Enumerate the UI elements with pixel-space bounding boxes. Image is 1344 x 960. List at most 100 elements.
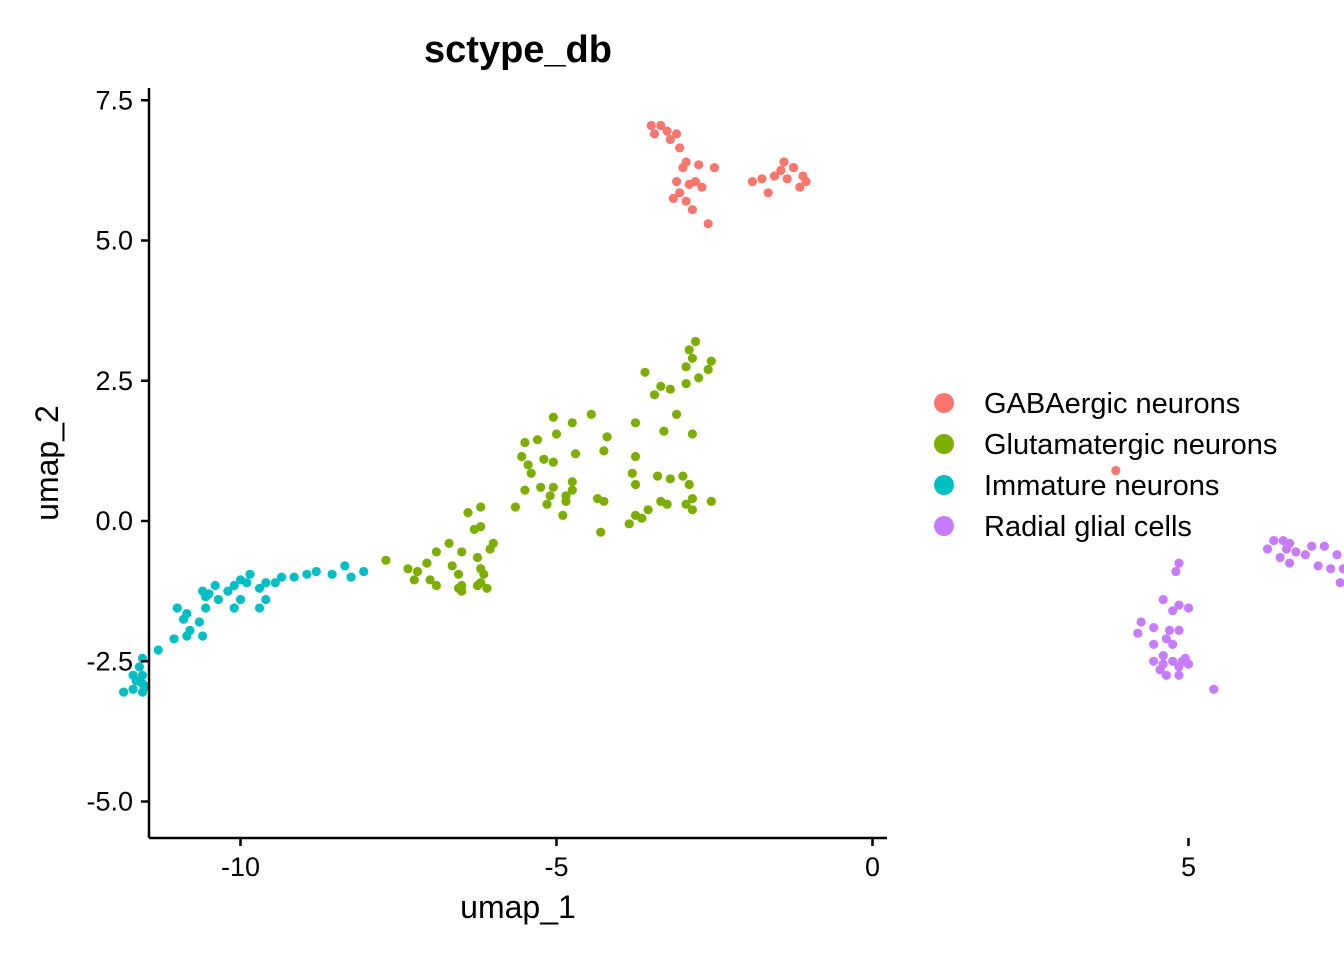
data-point (662, 126, 672, 136)
data-point (687, 494, 698, 504)
data-point (169, 634, 179, 644)
data-point (1111, 465, 1121, 476)
data-point (672, 177, 682, 187)
data-point (668, 193, 679, 203)
y-tick-label: 0.0 (95, 506, 133, 536)
data-point (1275, 552, 1285, 563)
data-point (586, 409, 596, 419)
y-tick-label: -5.0 (86, 787, 133, 817)
data-point (403, 564, 413, 574)
data-point (229, 603, 239, 613)
data-point (602, 432, 612, 442)
data-point (1338, 564, 1344, 574)
legend-key (934, 516, 954, 536)
data-point (567, 485, 577, 495)
data-point (536, 482, 546, 492)
data-point (510, 502, 520, 512)
data-point (662, 499, 672, 509)
y-axis-title: umap_2 (29, 405, 65, 521)
y-tick-label: 2.5 (95, 366, 133, 396)
data-point (453, 583, 464, 593)
data-point (1183, 659, 1194, 669)
data-point (630, 418, 641, 428)
data-point (769, 171, 780, 181)
data-point (1332, 550, 1342, 560)
data-point (346, 572, 356, 582)
data-point (551, 429, 562, 439)
data-point (517, 451, 527, 462)
data-point (1326, 564, 1336, 574)
x-tick-label: 5 (1181, 852, 1196, 882)
data-point (776, 165, 786, 175)
data-point (1149, 639, 1159, 650)
x-tick-label: 0 (865, 852, 880, 882)
data-point (1133, 628, 1143, 638)
series-immature-neurons (119, 561, 369, 697)
data-point (425, 575, 435, 585)
data-point (359, 566, 369, 577)
data-point (643, 505, 653, 515)
data-point (646, 120, 656, 131)
data-point (1300, 550, 1310, 560)
data-point (649, 129, 660, 139)
data-point (706, 356, 716, 366)
data-point (672, 129, 682, 139)
data-point (277, 572, 287, 582)
data-point (567, 477, 577, 487)
data-point (665, 134, 675, 145)
data-point (757, 174, 767, 184)
data-point (684, 179, 694, 189)
data-point (463, 507, 473, 518)
data-point (235, 594, 246, 605)
data-point (210, 580, 220, 591)
data-point (422, 558, 432, 568)
data-point (1164, 625, 1175, 636)
data-point (431, 547, 441, 557)
data-point (653, 471, 663, 481)
data-point (472, 552, 483, 563)
data-point (179, 614, 189, 624)
data-point (637, 513, 647, 523)
data-point (599, 496, 609, 506)
data-point (1158, 594, 1168, 605)
data-point (1174, 662, 1184, 672)
data-point (198, 631, 208, 641)
data-point (649, 390, 660, 400)
data-point (558, 510, 568, 520)
data-point (520, 485, 530, 495)
legend-key (934, 475, 954, 495)
data-point (747, 177, 758, 187)
data-point (409, 575, 419, 585)
data-point (1262, 544, 1273, 554)
data-point (1307, 541, 1317, 551)
data-point (539, 454, 549, 464)
data-point (520, 437, 530, 448)
data-point (763, 188, 773, 198)
data-point (431, 580, 441, 591)
data-point (672, 409, 682, 419)
data-point (201, 603, 211, 613)
x-tick-label: -5 (544, 852, 568, 882)
series-glutamatergic-neurons (381, 336, 716, 596)
data-point (1183, 603, 1194, 613)
legend-key (934, 393, 954, 413)
data-point (681, 499, 691, 509)
data-point (659, 426, 669, 436)
data-point (779, 157, 789, 167)
data-point (1174, 670, 1184, 680)
data-point (201, 592, 211, 602)
data-point (1168, 639, 1178, 650)
data-point (561, 496, 571, 506)
data-point (412, 566, 423, 577)
data-point (684, 345, 694, 355)
data-point (1161, 670, 1171, 680)
data-point (1168, 606, 1178, 616)
data-point (675, 188, 685, 198)
data-point (194, 617, 204, 627)
data-point (128, 684, 138, 694)
data-point (327, 569, 337, 579)
data-point (235, 575, 246, 585)
series-radial-glial-cells (1133, 536, 1344, 694)
data-point (1171, 566, 1181, 577)
